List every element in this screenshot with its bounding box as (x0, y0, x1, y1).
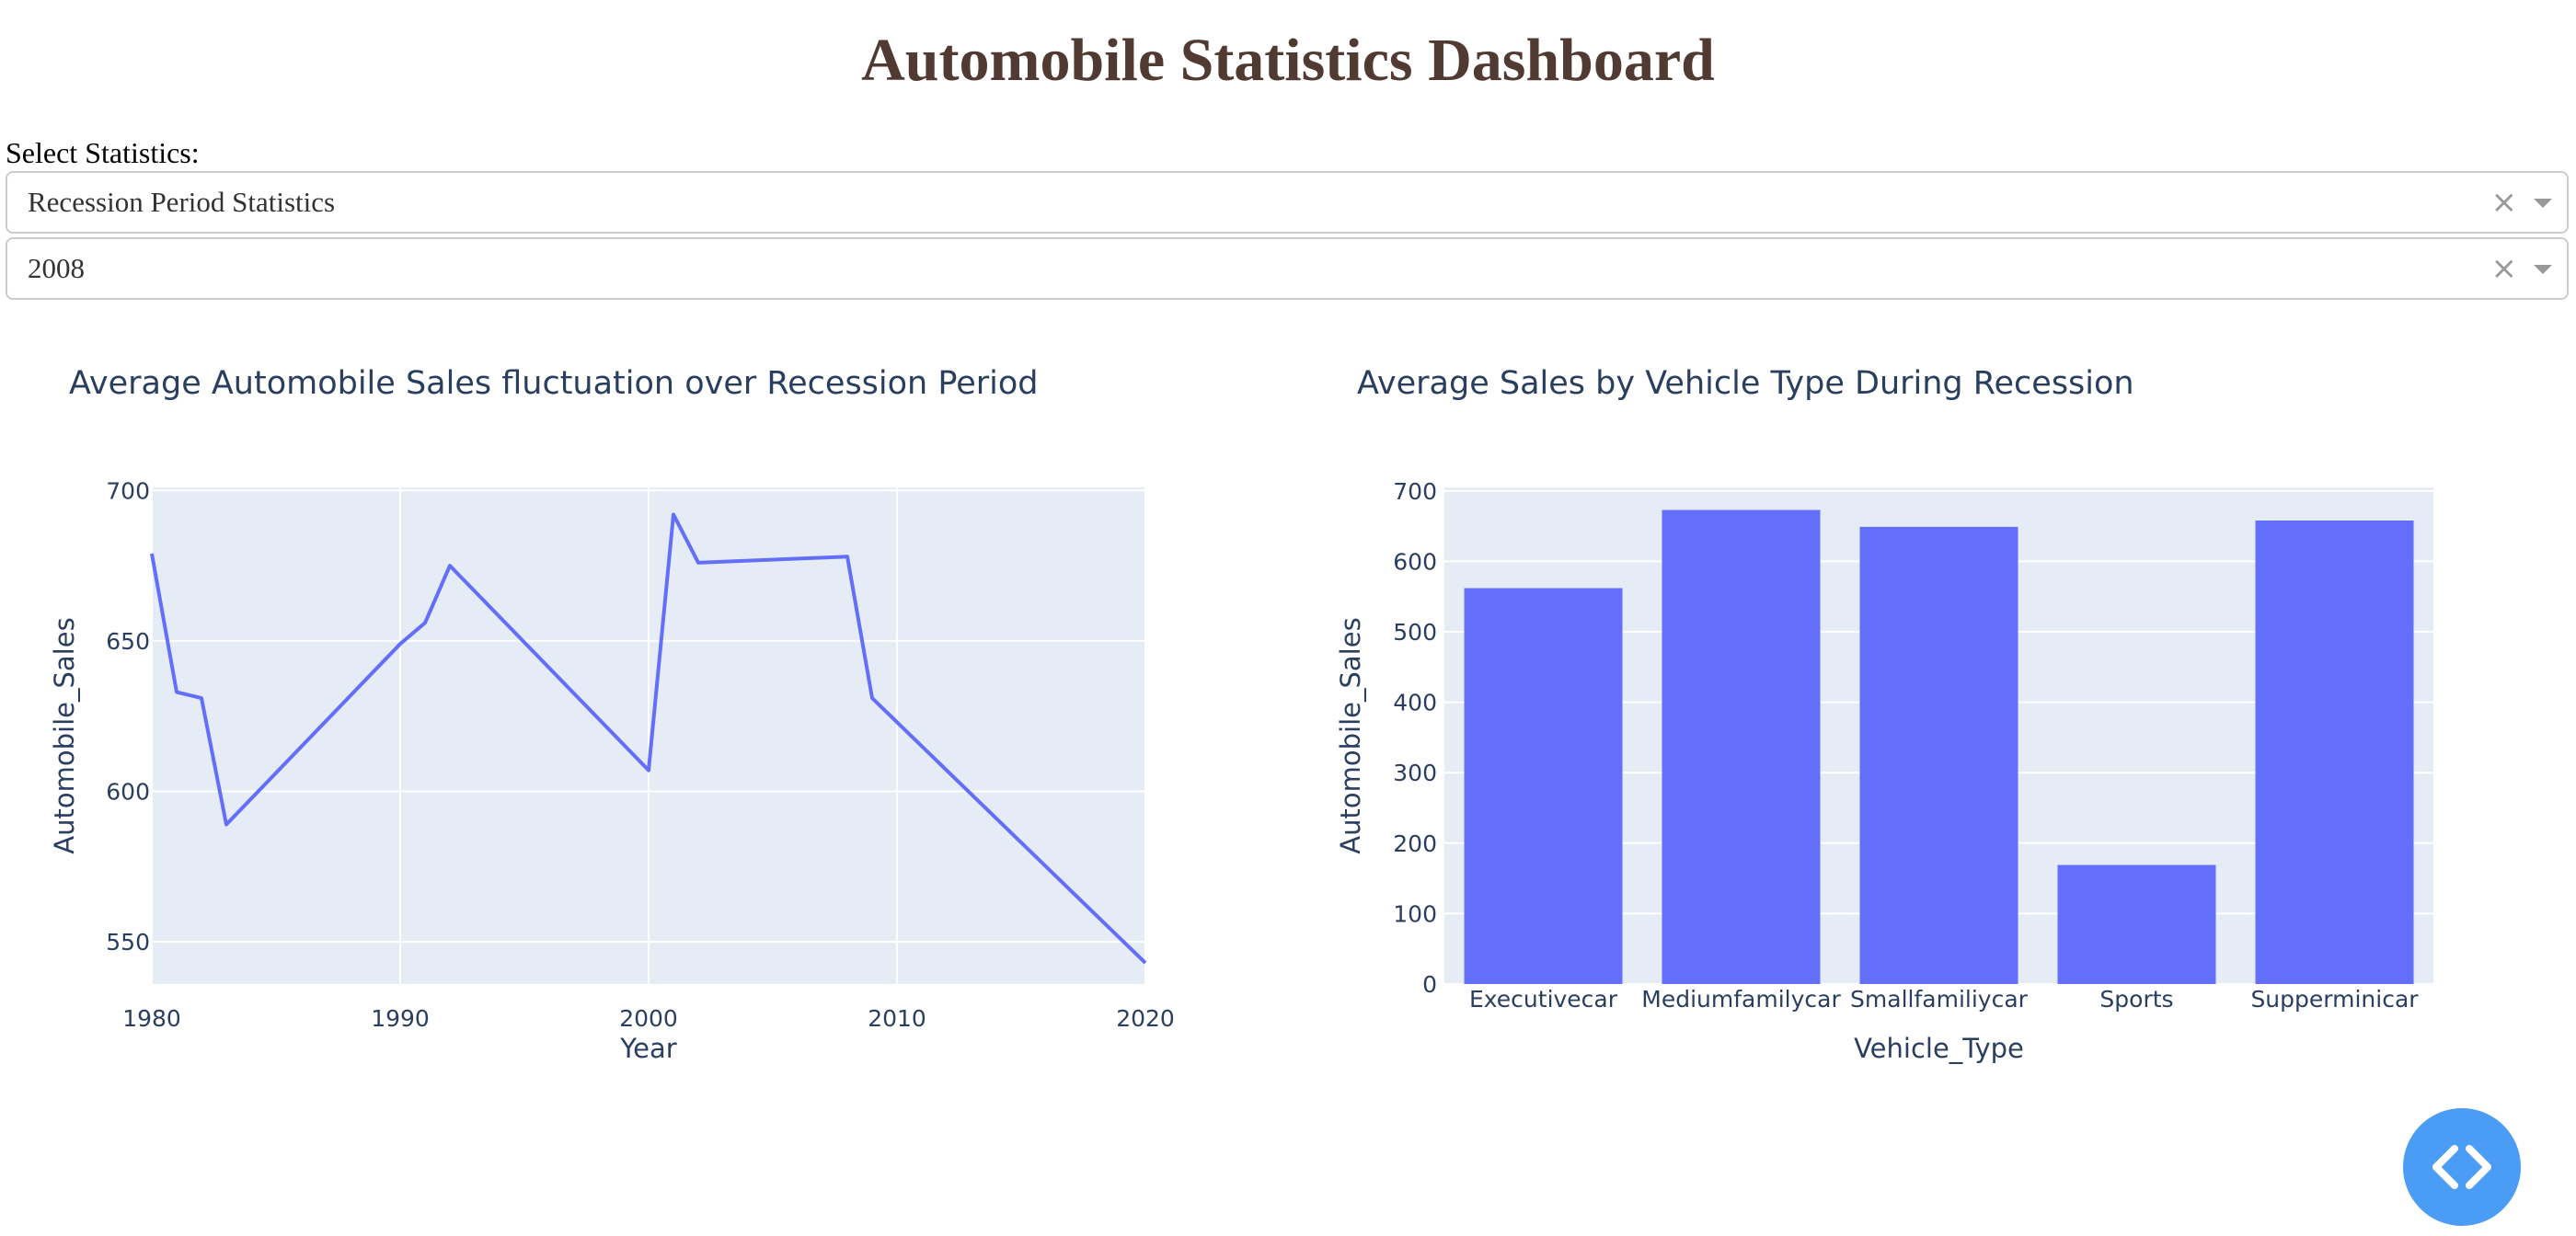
bar-sports (2057, 864, 2216, 984)
statistics-dropdown-value: Recession Period Statistics (28, 186, 336, 218)
x-tick-label: Smallfamiliycar (1850, 986, 2029, 1013)
x-tick-label: 2000 (619, 1005, 678, 1032)
x-tick-label: Mediumfamilycar (1641, 986, 1841, 1013)
x-tick-label: 1990 (371, 1005, 430, 1032)
y-tick-label: 400 (1393, 690, 1437, 716)
year-dropdown-value: 2008 (28, 252, 85, 284)
x-tick-label: 2020 (1116, 1005, 1175, 1032)
bar-x-axis-title: Vehicle_Type (1854, 1033, 2024, 1064)
statistics-dropdown[interactable]: Recession Period Statistics × (6, 171, 2569, 234)
line-y-axis-title: Automobile_Sales (49, 617, 80, 853)
bar-y-axis-title: Automobile_Sales (1335, 617, 1366, 853)
y-tick-label: 600 (106, 779, 150, 806)
x-tick-label: 2010 (868, 1005, 926, 1032)
y-tick-label: 0 (1422, 971, 1437, 998)
x-tick-label: Executivecar (1469, 986, 1618, 1013)
y-tick-label: 500 (1393, 619, 1437, 646)
line-x-axis-title: Year (619, 1033, 676, 1064)
y-tick-label: 600 (1393, 548, 1437, 575)
charts-area: 1980 1990 2000 2010 2020550600650700Average … (49, 365, 2433, 1064)
clear-icon[interactable]: × (2490, 184, 2518, 221)
line-chart-title: Average Automobile Sales fluctuation ove… (69, 365, 1039, 402)
y-tick-label: 700 (106, 477, 150, 504)
year-dropdown[interactable]: 2008 × (6, 237, 2569, 300)
y-tick-label: 300 (1393, 760, 1437, 786)
x-tick-label: Supperminicar (2250, 986, 2419, 1013)
bar-supperminicar (2255, 521, 2414, 984)
bar-chart-title: Average Sales by Vehicle Type During Rec… (1357, 365, 2134, 402)
chevron-down-icon[interactable] (2534, 199, 2552, 208)
y-tick-label: 700 (1393, 478, 1437, 505)
page-title: Automobile Statistics Dashboard (861, 27, 1715, 94)
select-statistics-label: Select Statistics: (6, 136, 200, 169)
y-tick-label: 100 (1393, 900, 1437, 927)
code-toggle-button[interactable] (2403, 1108, 2521, 1226)
code-icon (2432, 1145, 2491, 1189)
bar-mediumfamilycar (1662, 509, 1821, 984)
y-tick-label: 550 (106, 929, 150, 956)
bar-executivecar (1464, 588, 1623, 984)
x-tick-label: Sports (2099, 986, 2173, 1013)
bar-smallfamiliycar (1859, 526, 2018, 984)
y-tick-label: 200 (1393, 830, 1437, 857)
clear-icon[interactable]: × (2490, 250, 2518, 287)
x-tick-label: 1980 (122, 1005, 181, 1032)
y-tick-label: 650 (106, 628, 150, 655)
sales-line (150, 512, 1147, 965)
chevron-down-icon[interactable] (2534, 265, 2552, 274)
